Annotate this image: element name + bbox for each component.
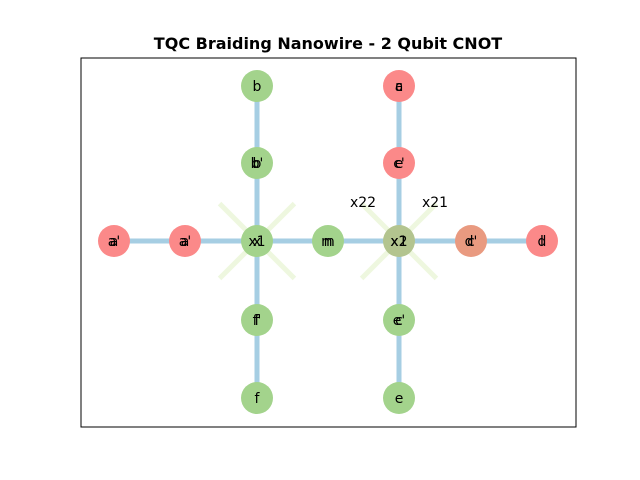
node-x2-circle xyxy=(383,225,415,257)
node-c2-circle xyxy=(383,147,415,179)
node-a2-overlay-label: a xyxy=(181,234,190,250)
node-x2-overlay-label: x1 xyxy=(390,234,407,250)
node-a2: aa' xyxy=(169,225,201,257)
node-m-label: m xyxy=(321,234,335,250)
node-f: f xyxy=(241,382,273,414)
node-f-label: f xyxy=(255,391,261,407)
node-m: nm xyxy=(312,225,344,257)
junction-label-x21: x21 xyxy=(422,195,448,211)
node-x1-label: x1 xyxy=(248,234,265,250)
node-c2-label: c' xyxy=(393,156,405,172)
node-d2-label: d' xyxy=(465,234,478,250)
node-c-label: c xyxy=(395,79,403,95)
node-a2-label: a' xyxy=(179,234,191,250)
node-a: a'a xyxy=(98,225,130,257)
node-c-circle xyxy=(383,70,415,102)
node-d2: cd' xyxy=(455,225,487,257)
node-d: ld xyxy=(526,225,558,257)
node-d2-overlay-label: c xyxy=(467,234,475,250)
node-d-label: d xyxy=(538,234,547,250)
node-f2-circle xyxy=(241,304,273,336)
node-f-circle xyxy=(241,382,273,414)
junction-label-x22: x22 xyxy=(350,195,376,211)
node-e2-overlay-label: c xyxy=(395,313,403,329)
node-d2-circle xyxy=(455,225,487,257)
node-b2-overlay-label: b xyxy=(253,156,262,172)
node-a-label: a xyxy=(110,234,119,250)
node-m-overlay-label: n xyxy=(324,234,333,250)
node-x1-overlay-label: x xyxy=(253,234,261,250)
node-e2: ce' xyxy=(383,304,415,336)
node-e-circle xyxy=(383,382,415,414)
node-c2: ec' xyxy=(383,147,415,179)
node-x1: xx1 xyxy=(241,225,273,257)
node-b2: bb' xyxy=(241,147,273,179)
node-c: ac xyxy=(383,70,415,102)
node-a-overlay-label: a' xyxy=(108,234,120,250)
node-a2-circle xyxy=(169,225,201,257)
node-c-overlay-label: a xyxy=(395,79,404,95)
node-x2-label: x2 xyxy=(390,234,407,250)
node-d-circle xyxy=(526,225,558,257)
node-b2-label: b' xyxy=(251,156,264,172)
node-e: e xyxy=(383,382,415,414)
junction-labels: x22 x21 xyxy=(350,195,448,211)
node-f2: ff' xyxy=(241,304,273,336)
node-e2-circle xyxy=(383,304,415,336)
node-b2-circle xyxy=(241,147,273,179)
node-f2-label: f' xyxy=(253,313,262,329)
plot-frame xyxy=(80,57,577,428)
node-b-label: b xyxy=(253,79,262,95)
node-b-circle xyxy=(241,70,273,102)
node-e-label: e xyxy=(395,391,404,407)
node-b: b xyxy=(241,70,273,102)
node-e2-label: e' xyxy=(393,313,405,329)
node-f2-overlay-label: f xyxy=(255,313,261,329)
node-d-overlay-label: l xyxy=(540,234,544,250)
node-c2-overlay-label: e xyxy=(395,156,404,172)
node-a-circle xyxy=(98,225,130,257)
node-m-circle xyxy=(312,225,344,257)
diagram-title: TQC Braiding Nanowire - 2 Qubit CNOT xyxy=(154,34,502,53)
node-x1-circle xyxy=(241,225,273,257)
